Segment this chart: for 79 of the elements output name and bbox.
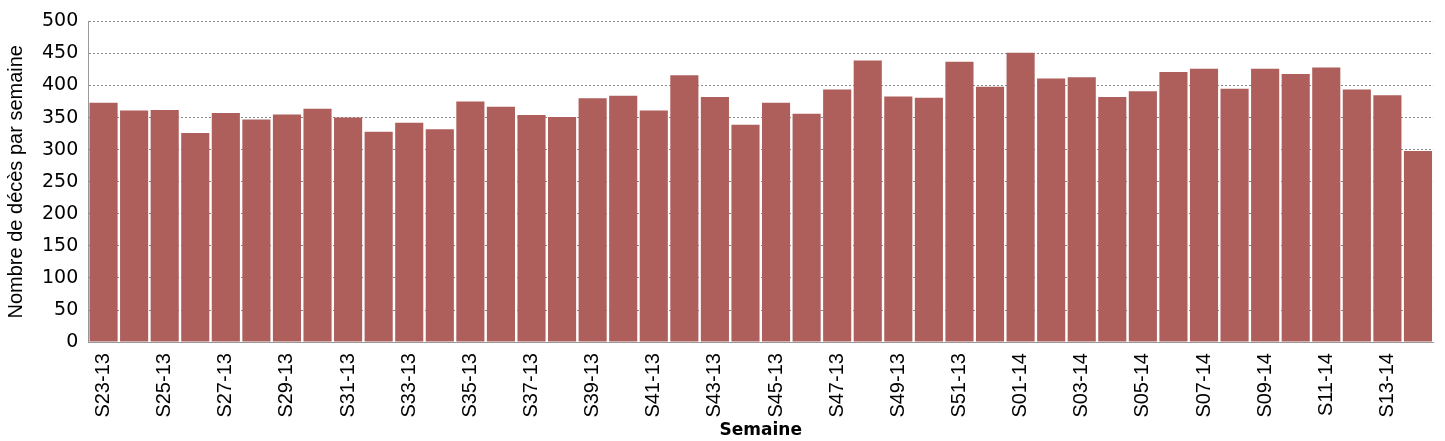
bar — [1403, 150, 1433, 342]
bar — [181, 133, 210, 342]
y-tick-label: 150 — [42, 232, 79, 255]
bar — [364, 131, 393, 342]
bar — [272, 114, 302, 342]
bar — [1281, 74, 1310, 342]
y-axis-title: Nombre de décès par semaine — [3, 45, 26, 319]
bar — [1312, 67, 1341, 342]
y-tick-label: 200 — [42, 200, 79, 223]
bar — [914, 97, 943, 342]
y-tick-label: 0 — [66, 329, 79, 352]
bar — [700, 97, 729, 342]
x-tick-label: S13-14 — [1374, 353, 1397, 418]
x-tick-label: S37-13 — [519, 353, 542, 418]
x-tick-label: S23-13 — [91, 353, 114, 418]
x-tick-label: S35-13 — [457, 353, 480, 418]
bar — [1006, 52, 1035, 342]
bar — [150, 109, 179, 342]
bar — [1373, 95, 1402, 342]
x-tick-label: S43-13 — [702, 353, 725, 418]
y-tick-label: 450 — [42, 40, 79, 63]
bar — [1128, 91, 1157, 342]
bar — [945, 61, 974, 342]
x-tick-label: S41-13 — [641, 353, 664, 418]
bar — [731, 124, 760, 342]
bar — [823, 89, 852, 342]
bar — [1251, 68, 1280, 342]
bar — [792, 113, 821, 342]
bar — [517, 115, 546, 342]
bar — [303, 108, 332, 342]
x-tick-label: S39-13 — [580, 353, 603, 418]
bar — [1037, 78, 1066, 342]
y-tick-label: 400 — [42, 72, 79, 95]
x-tick-label: S07-14 — [1191, 353, 1214, 418]
x-tick-label: S01-14 — [1008, 353, 1031, 418]
x-tick-label: S25-13 — [152, 353, 175, 418]
x-tick-label: S33-13 — [396, 353, 419, 418]
bar — [670, 75, 699, 342]
bar — [853, 60, 882, 342]
y-tick-label: 250 — [42, 168, 79, 191]
bar — [486, 106, 515, 342]
y-tick-label: 50 — [54, 296, 79, 319]
bar — [242, 119, 271, 342]
bar — [609, 95, 638, 342]
x-tick-label: S05-14 — [1130, 353, 1153, 418]
bar — [395, 122, 424, 342]
bar — [1342, 89, 1371, 342]
x-tick-label: S29-13 — [274, 353, 297, 418]
bar — [1098, 97, 1127, 342]
bar — [1159, 72, 1188, 342]
x-tick-label: S09-14 — [1252, 353, 1275, 418]
x-tick-label: S45-13 — [763, 353, 786, 418]
x-tick-label: S47-13 — [824, 353, 847, 418]
x-axis-title: Semaine — [719, 419, 802, 440]
y-tick-label: 350 — [42, 104, 79, 127]
bar — [761, 102, 791, 342]
x-tick-label: S03-14 — [1069, 353, 1092, 418]
bar — [1067, 77, 1096, 342]
y-tick-label: 300 — [42, 136, 79, 159]
bar — [548, 116, 577, 342]
bar — [578, 98, 607, 342]
bar — [975, 86, 1005, 342]
bar — [334, 117, 363, 342]
bar — [639, 110, 668, 342]
bar — [425, 129, 454, 342]
bar — [120, 110, 149, 342]
x-tick-label: S11-14 — [1313, 353, 1336, 417]
x-tick-label: S31-13 — [335, 353, 358, 418]
y-tick-label: 100 — [42, 264, 79, 287]
y-tick-label: 500 — [42, 8, 79, 31]
bar — [1189, 68, 1219, 342]
x-tick-label: S49-13 — [885, 353, 908, 418]
bar — [1220, 88, 1249, 342]
bar — [211, 113, 240, 342]
bar — [884, 96, 913, 342]
bar — [89, 102, 118, 342]
bar — [456, 101, 485, 342]
x-tick-label: S27-13 — [213, 353, 236, 418]
x-tick-label: S51-13 — [946, 353, 969, 418]
